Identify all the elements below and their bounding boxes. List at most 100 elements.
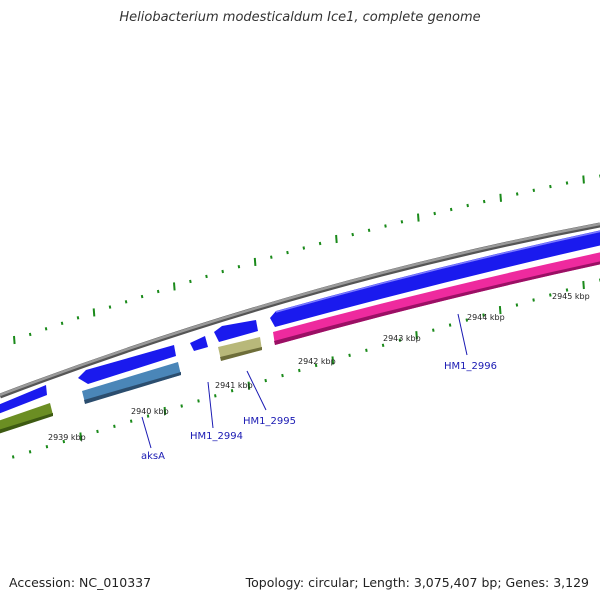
major-tick [499,193,502,202]
minor-tick [76,316,80,320]
major-tick [415,331,418,340]
minor-tick [298,368,301,373]
minor-tick [62,439,66,444]
minor-tick [205,274,208,279]
major-tick [253,257,257,266]
accession-text: Accession: NC_010337 [9,575,152,590]
minor-tick [351,232,354,237]
kbp-label: 2940 kbp [131,407,169,416]
gene-label-HM1_2996[interactable]: HM1_2996 [444,361,497,372]
kbp-labels: 2939 kbp 2940 kbp 2941 kbp 2942 kbp 2943… [48,292,590,442]
minor-tick [180,404,183,408]
gene-label-HM1_2994[interactable]: HM1_2994 [190,431,243,442]
major-tick [163,406,167,416]
minor-tick [400,220,404,224]
gene-feature-aksA[interactable] [82,362,181,403]
minor-tick [140,294,144,299]
minor-tick [270,255,273,259]
minor-tick [515,192,519,196]
major-tick [173,282,176,291]
minor-tick [318,241,322,246]
minor-tick [264,378,267,383]
minor-tick [189,279,192,284]
minor-tick [398,338,402,342]
minor-tick [565,181,569,185]
minor-tick [302,246,306,250]
orf-arrow[interactable] [78,345,176,384]
minor-tick [44,327,48,331]
major-tick [582,280,585,290]
minor-tick [482,313,485,317]
minor-tick [532,188,536,192]
orf-arrow[interactable] [214,320,258,342]
minor-tick [381,343,385,347]
minor-tick [465,318,469,322]
major-tick [92,308,96,317]
major-tick [13,335,16,345]
minor-tick [565,288,569,292]
minor-tick [221,269,224,274]
major-tick [331,356,335,365]
minor-tick [466,203,469,208]
minor-tick [314,363,318,368]
minor-tick [214,394,217,398]
kbp-label: 2939 kbp [48,433,86,442]
major-tick [582,175,585,184]
label-leaders [141,313,468,449]
minor-tick [108,305,112,309]
minor-tick [286,250,289,255]
gene-label-aksA[interactable]: aksA [141,451,165,462]
minor-tick [28,332,32,337]
major-tick [247,381,251,390]
major-tick [417,213,420,222]
minor-tick [11,455,15,459]
minor-tick [60,321,64,325]
minor-tick [532,298,535,302]
minor-tick [146,414,150,418]
minor-tick [365,348,368,352]
kbp-label: 2943 kbp [383,334,421,343]
major-tick [335,234,338,244]
gene-track [0,252,600,434]
gene-labels: aksA HM1_2994 HM1_2995 HM1_2996 [141,361,497,462]
genome-summary-text: Topology: circular; Length: 3,075,407 bp… [245,575,589,590]
orf-arrow[interactable] [0,385,47,414]
minor-tick [549,184,552,189]
major-tick [79,432,82,441]
minor-tick [156,289,160,294]
kbp-label: 2942 kbp [298,357,336,366]
minor-tick [448,323,452,327]
inner-tick-ring [11,278,600,459]
kbp-label: 2944 kbp [467,313,505,322]
gene-feature-green[interactable] [0,403,53,433]
forward-orf-track [0,230,600,414]
gene-feature-HM1_2995[interactable] [218,337,262,360]
minor-tick [281,373,284,378]
minor-tick [432,328,435,332]
minor-tick [237,265,241,269]
kbp-label: 2945 kbp [552,292,590,301]
minor-tick [28,450,32,454]
outer-tick-ring [13,174,600,345]
minor-tick [230,389,234,393]
minor-tick [113,424,116,428]
minor-tick [197,399,200,403]
minor-tick [449,207,453,212]
minor-tick [515,303,519,307]
minor-tick [45,445,49,449]
gene-label-HM1_2995[interactable]: HM1_2995 [243,416,296,427]
minor-tick [348,353,351,357]
kbp-label: 2941 kbp [215,381,253,390]
map-title: Heliobacterium modesticaldum Ice1, compl… [119,10,481,25]
minor-tick [433,211,436,216]
orf-arrow[interactable] [190,336,208,351]
major-tick [498,306,502,315]
minor-tick [367,228,371,232]
orf-arrow[interactable] [270,230,600,327]
minor-tick [124,300,128,304]
minor-tick [96,429,99,434]
minor-tick [482,199,486,204]
minor-tick [384,224,387,228]
minor-tick [129,419,133,423]
